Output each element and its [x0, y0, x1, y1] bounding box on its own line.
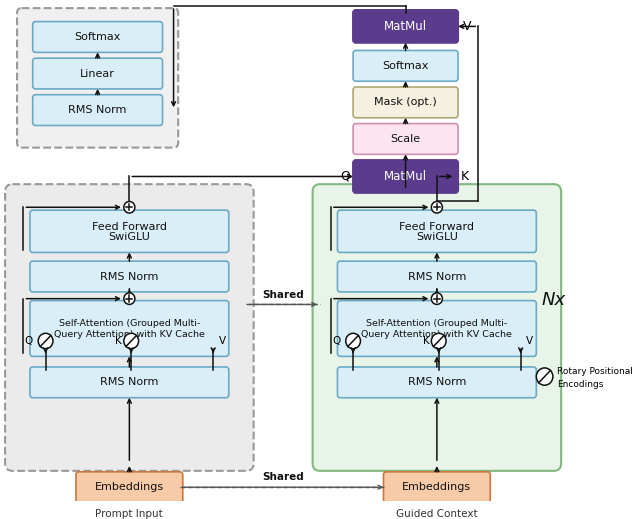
FancyBboxPatch shape	[353, 124, 458, 154]
Text: Feed Forward: Feed Forward	[399, 222, 474, 231]
Text: Self-Attention (Grouped Multi-: Self-Attention (Grouped Multi-	[366, 319, 508, 328]
FancyBboxPatch shape	[353, 87, 458, 118]
Text: Encodings: Encodings	[557, 380, 604, 389]
Text: Shared: Shared	[262, 290, 304, 299]
FancyBboxPatch shape	[30, 367, 229, 398]
FancyBboxPatch shape	[337, 261, 536, 292]
Circle shape	[431, 333, 446, 349]
FancyBboxPatch shape	[30, 301, 229, 357]
Text: RMS Norm: RMS Norm	[100, 271, 159, 281]
FancyBboxPatch shape	[33, 22, 163, 52]
FancyBboxPatch shape	[33, 94, 163, 126]
Text: Guided Context: Guided Context	[396, 509, 477, 519]
Text: Q: Q	[24, 336, 33, 346]
Text: Query Attention) with KV Cache: Query Attention) with KV Cache	[54, 330, 205, 339]
Text: V: V	[526, 336, 533, 346]
Text: RMS Norm: RMS Norm	[100, 377, 159, 387]
Text: Embeddings: Embeddings	[95, 482, 164, 492]
FancyBboxPatch shape	[30, 261, 229, 292]
Text: Nx: Nx	[541, 291, 566, 309]
FancyBboxPatch shape	[30, 210, 229, 252]
Circle shape	[38, 333, 53, 349]
FancyBboxPatch shape	[17, 8, 178, 147]
Circle shape	[124, 293, 135, 305]
FancyBboxPatch shape	[337, 367, 536, 398]
Circle shape	[124, 201, 135, 213]
Text: Rotary Positional: Rotary Positional	[557, 367, 634, 376]
Text: Mask (opt.): Mask (opt.)	[374, 98, 437, 107]
Text: RMS Norm: RMS Norm	[408, 271, 466, 281]
Circle shape	[431, 293, 442, 305]
Text: Softmax: Softmax	[74, 32, 121, 42]
Text: MatMul: MatMul	[384, 20, 427, 33]
Text: Q: Q	[332, 336, 340, 346]
Text: RMS Norm: RMS Norm	[408, 377, 466, 387]
Text: Self-Attention (Grouped Multi-: Self-Attention (Grouped Multi-	[59, 319, 200, 328]
FancyBboxPatch shape	[312, 184, 561, 471]
Text: RMS Norm: RMS Norm	[68, 105, 127, 115]
Text: Softmax: Softmax	[382, 61, 429, 71]
Circle shape	[431, 201, 442, 213]
Text: V: V	[219, 336, 226, 346]
FancyBboxPatch shape	[353, 160, 458, 193]
Circle shape	[536, 368, 553, 385]
FancyBboxPatch shape	[353, 10, 458, 43]
FancyBboxPatch shape	[76, 472, 183, 502]
Text: Prompt Input: Prompt Input	[95, 509, 163, 519]
Text: K: K	[423, 336, 429, 346]
Text: SwiGLU: SwiGLU	[108, 232, 150, 242]
Text: SwiGLU: SwiGLU	[416, 232, 458, 242]
FancyBboxPatch shape	[33, 58, 163, 89]
Text: Shared: Shared	[262, 472, 304, 482]
Text: Scale: Scale	[390, 134, 420, 144]
Text: Embeddings: Embeddings	[403, 482, 472, 492]
Text: Linear: Linear	[80, 69, 115, 78]
Circle shape	[346, 333, 360, 349]
FancyBboxPatch shape	[353, 50, 458, 81]
Circle shape	[124, 333, 139, 349]
FancyBboxPatch shape	[383, 472, 490, 502]
Text: Query Attention) with KV Cache: Query Attention) with KV Cache	[362, 330, 512, 339]
FancyBboxPatch shape	[337, 301, 536, 357]
Text: Q: Q	[340, 170, 350, 183]
Text: V: V	[463, 20, 471, 33]
FancyBboxPatch shape	[337, 210, 536, 252]
Text: MatMul: MatMul	[384, 170, 427, 183]
Text: K: K	[115, 336, 122, 346]
Text: K: K	[461, 170, 469, 183]
Text: Feed Forward: Feed Forward	[92, 222, 167, 231]
FancyBboxPatch shape	[5, 184, 253, 471]
